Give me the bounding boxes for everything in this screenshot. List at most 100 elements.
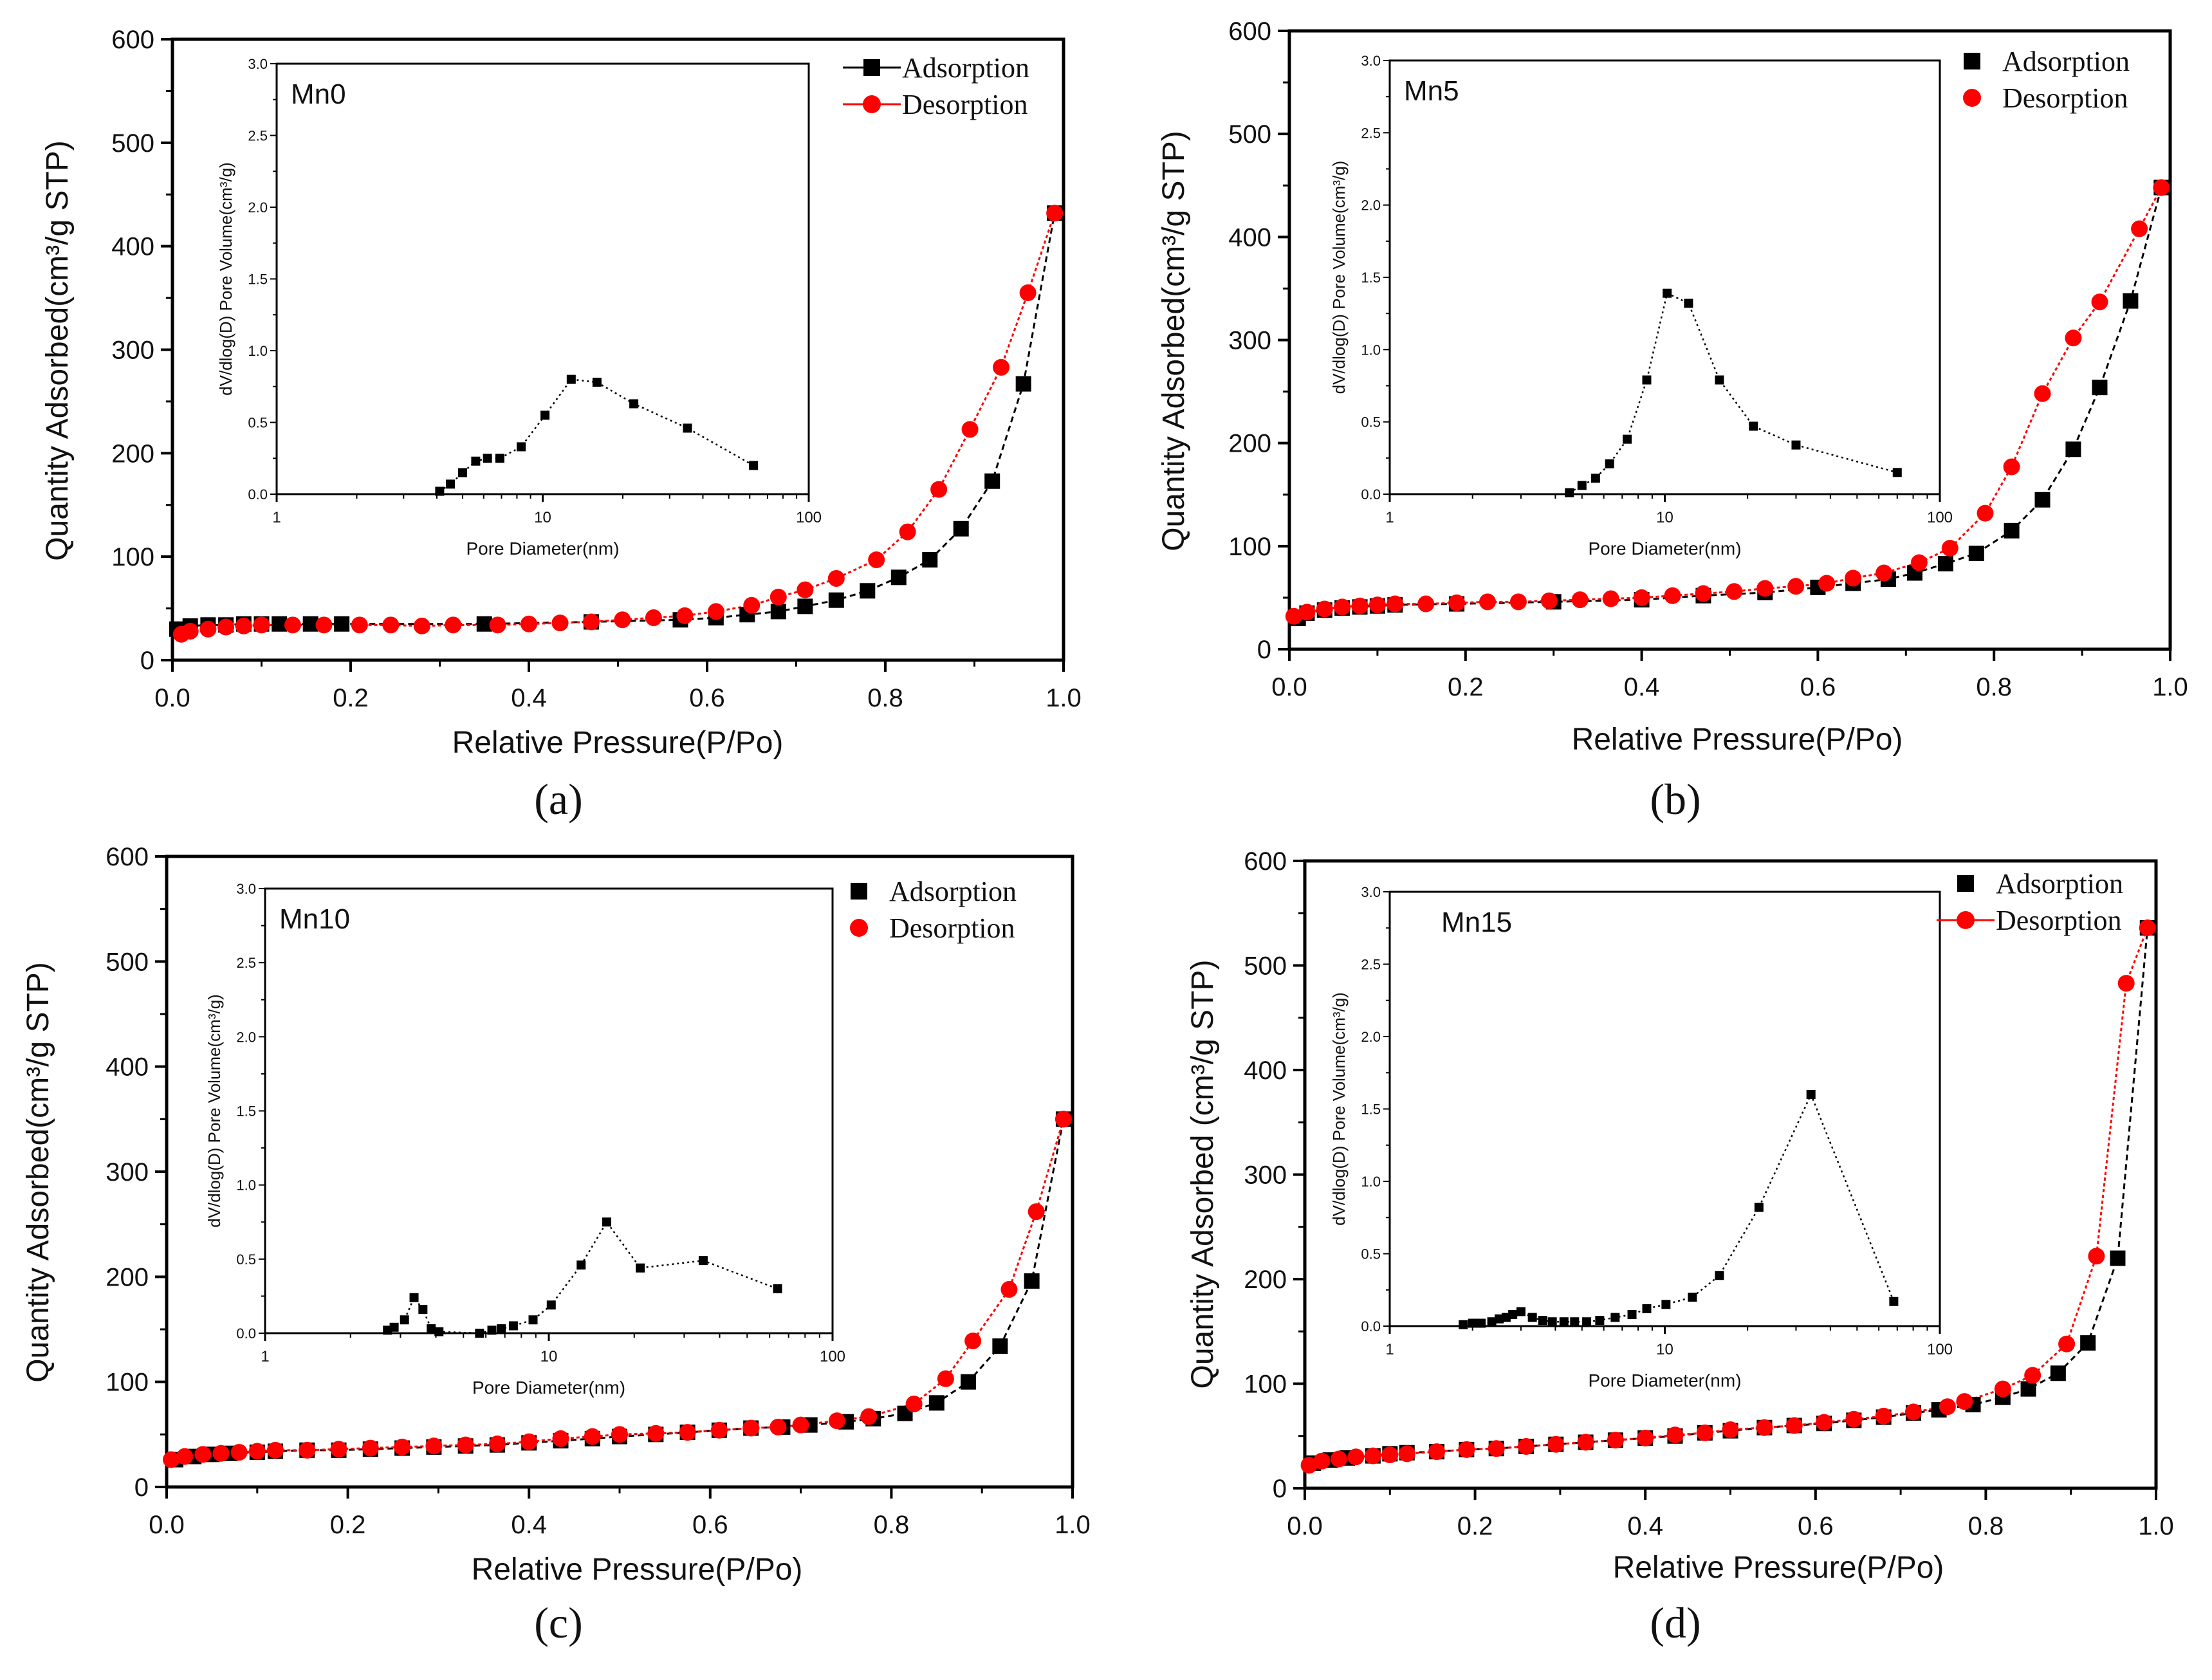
desorption-point xyxy=(1448,594,1466,611)
adsorption-point xyxy=(928,1395,945,1411)
desorption-point xyxy=(382,616,400,634)
x-tick-label: 0.2 xyxy=(333,684,369,712)
adsorption-point xyxy=(1968,546,1984,562)
desorption-point xyxy=(1300,1457,1318,1474)
inset-data-point xyxy=(1577,481,1587,490)
desorption-point xyxy=(1910,554,1928,571)
desorption-point xyxy=(1602,590,1619,607)
adsorption-point xyxy=(2080,1335,2096,1351)
inset-data-point xyxy=(1715,375,1724,385)
inset-data-point xyxy=(566,374,576,384)
inset-data-point xyxy=(773,1284,782,1293)
sample-label: Mn15 xyxy=(1441,907,1512,938)
inset-data-point xyxy=(749,461,759,470)
inset-data-point xyxy=(1595,1316,1605,1325)
desorption-point xyxy=(1298,604,1316,621)
desorption-point xyxy=(1845,569,1862,587)
desorption-point xyxy=(770,1418,787,1435)
inset-data-point xyxy=(540,411,550,420)
inset-data-point xyxy=(683,423,692,433)
desorption-point xyxy=(521,1433,538,1450)
desorption-point xyxy=(2065,329,2082,347)
inset-data-point xyxy=(389,1322,399,1332)
desorption-point xyxy=(199,620,217,638)
desorption-point xyxy=(961,421,979,438)
desorption-point xyxy=(707,603,724,620)
x-tick-label: 0.6 xyxy=(1800,673,1836,701)
desorption-point xyxy=(1994,1380,2011,1398)
desorption-point xyxy=(1571,591,1589,609)
adsorption-point xyxy=(2034,492,2051,508)
x-tick-label: 1.0 xyxy=(2152,673,2188,701)
adsorption-point xyxy=(984,473,1000,489)
legend-desorption-label: Desorption xyxy=(1996,905,2122,936)
desorption-point xyxy=(2003,458,2020,475)
desorption-point xyxy=(964,1332,982,1349)
legend: Adsorption Desorption xyxy=(850,876,1017,944)
inset-y-tick-label: 2.5 xyxy=(1361,125,1381,141)
x-tick-label: 0.6 xyxy=(1798,1512,1834,1540)
desorption-point xyxy=(1387,595,1404,613)
adsorption-point xyxy=(770,604,786,620)
inset-y-tick-label: 0.0 xyxy=(1361,486,1381,503)
desorption-point xyxy=(1722,1421,1739,1438)
desorption-point xyxy=(1509,593,1527,611)
inset-data-point xyxy=(1661,1300,1671,1309)
inset-y-axis-label: dV/dlog(D) Pore Volume(cm³/g) xyxy=(1329,992,1349,1226)
inset-y-tick-label: 1.0 xyxy=(1361,1174,1381,1190)
desorption-point xyxy=(330,1441,347,1458)
inset-data-point xyxy=(497,1324,506,1334)
desorption-point xyxy=(235,617,252,634)
x-axis-label: Relative Pressure(P/Po) xyxy=(452,726,784,760)
y-tick-label: 500 xyxy=(111,129,154,158)
panel-caption: (d) xyxy=(1650,1598,1700,1647)
inset-y-tick-label: 0.0 xyxy=(1361,1318,1381,1334)
x-tick-label: 0.6 xyxy=(692,1511,728,1539)
inset-y-tick-label: 2.0 xyxy=(1361,1029,1381,1045)
desorption-point xyxy=(1695,585,1712,602)
inset-y-axis-label: dV/dlog(D) Pore Volume(cm³/g) xyxy=(1329,161,1349,394)
desorption-point xyxy=(1696,1424,1713,1441)
desorption-point xyxy=(1845,1410,1863,1428)
inset-data-point xyxy=(1623,434,1632,444)
inset-x-tick-label: 1 xyxy=(261,1348,269,1365)
desorption-point xyxy=(905,1395,923,1412)
inset-data-point xyxy=(471,456,481,466)
desorption-point xyxy=(2139,919,2156,936)
desorption-point xyxy=(315,616,333,634)
inset-data-point xyxy=(1570,1317,1580,1327)
inset-frame xyxy=(275,62,810,495)
inset-data-point xyxy=(698,1256,708,1266)
y-tick-label: 200 xyxy=(106,1263,149,1291)
y-tick-label: 200 xyxy=(111,439,154,468)
x-tick-label: 0.0 xyxy=(1287,1512,1323,1540)
inset-data-point xyxy=(1749,421,1758,431)
inset-x-tick-label: 10 xyxy=(540,1348,558,1365)
legend: Adsorption Desorption xyxy=(1937,868,2123,936)
inset-data-point xyxy=(1495,1314,1504,1324)
legend-adsorption-marker xyxy=(1964,53,1980,69)
desorption-point xyxy=(1000,1280,1018,1298)
panel-a: 0.0 0.2 0.4 0.6 0.8 1.0 0 100 200 300 400 500 600 Rel… xyxy=(41,26,1082,824)
adsorption-point xyxy=(2050,1365,2066,1381)
desorption-point xyxy=(827,569,845,587)
x-tick-label: 1.0 xyxy=(1046,684,1082,712)
desorption-point xyxy=(299,1441,316,1459)
y-tick-label: 300 xyxy=(111,337,154,365)
y-tick-label: 600 xyxy=(1244,847,1287,876)
desorption-point xyxy=(1019,284,1037,302)
inset-frame xyxy=(264,887,834,1334)
y-tick-label: 0 xyxy=(140,647,154,675)
inset-y-tick-label: 2.5 xyxy=(248,128,268,144)
inset-data-point xyxy=(1889,1297,1899,1306)
y-tick-label: 100 xyxy=(1244,1371,1287,1399)
desorption-point xyxy=(1756,580,1774,597)
y-tick-label: 200 xyxy=(1228,430,1271,458)
desorption-point xyxy=(937,1370,954,1387)
x-tick-label: 0.8 xyxy=(1976,673,2012,701)
inset-y-tick-label: 2.0 xyxy=(248,199,268,216)
desorption-point xyxy=(253,616,270,634)
inset-y-tick-label: 2.0 xyxy=(236,1029,256,1045)
x-axis-label: Relative Pressure(P/Po) xyxy=(472,1553,803,1587)
x-tick-label: 0.8 xyxy=(874,1511,910,1539)
